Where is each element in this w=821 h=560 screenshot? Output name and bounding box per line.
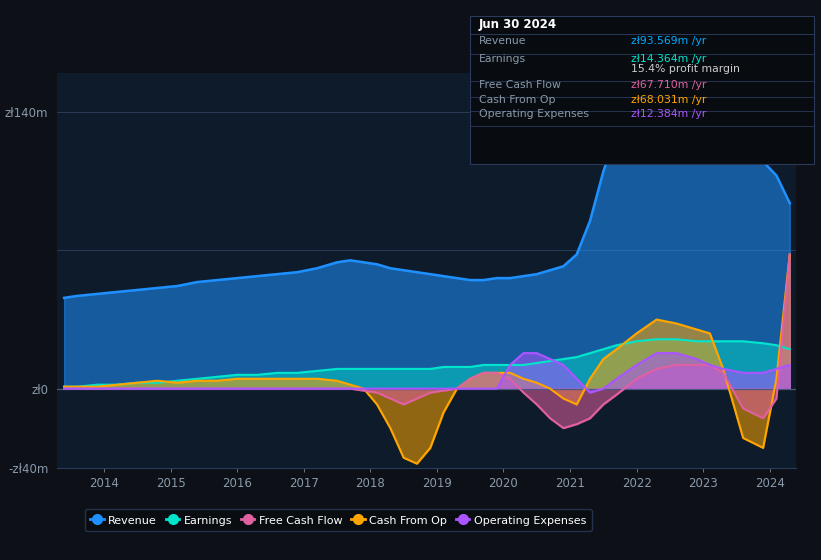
Text: Earnings: Earnings bbox=[479, 54, 525, 64]
Text: zł68.031m /yr: zł68.031m /yr bbox=[631, 95, 706, 105]
Text: Revenue: Revenue bbox=[479, 36, 526, 46]
Text: zł12.384m /yr: zł12.384m /yr bbox=[631, 109, 706, 119]
Text: Jun 30 2024: Jun 30 2024 bbox=[479, 18, 557, 31]
Text: Cash From Op: Cash From Op bbox=[479, 95, 555, 105]
Text: 15.4% profit margin: 15.4% profit margin bbox=[631, 64, 740, 74]
Text: zł14.364m /yr: zł14.364m /yr bbox=[631, 54, 706, 64]
Text: Operating Expenses: Operating Expenses bbox=[479, 109, 589, 119]
Legend: Revenue, Earnings, Free Cash Flow, Cash From Op, Operating Expenses: Revenue, Earnings, Free Cash Flow, Cash … bbox=[85, 509, 592, 531]
Text: zł67.710m /yr: zł67.710m /yr bbox=[631, 81, 706, 91]
Text: Free Cash Flow: Free Cash Flow bbox=[479, 81, 561, 91]
Text: zł93.569m /yr: zł93.569m /yr bbox=[631, 36, 706, 46]
